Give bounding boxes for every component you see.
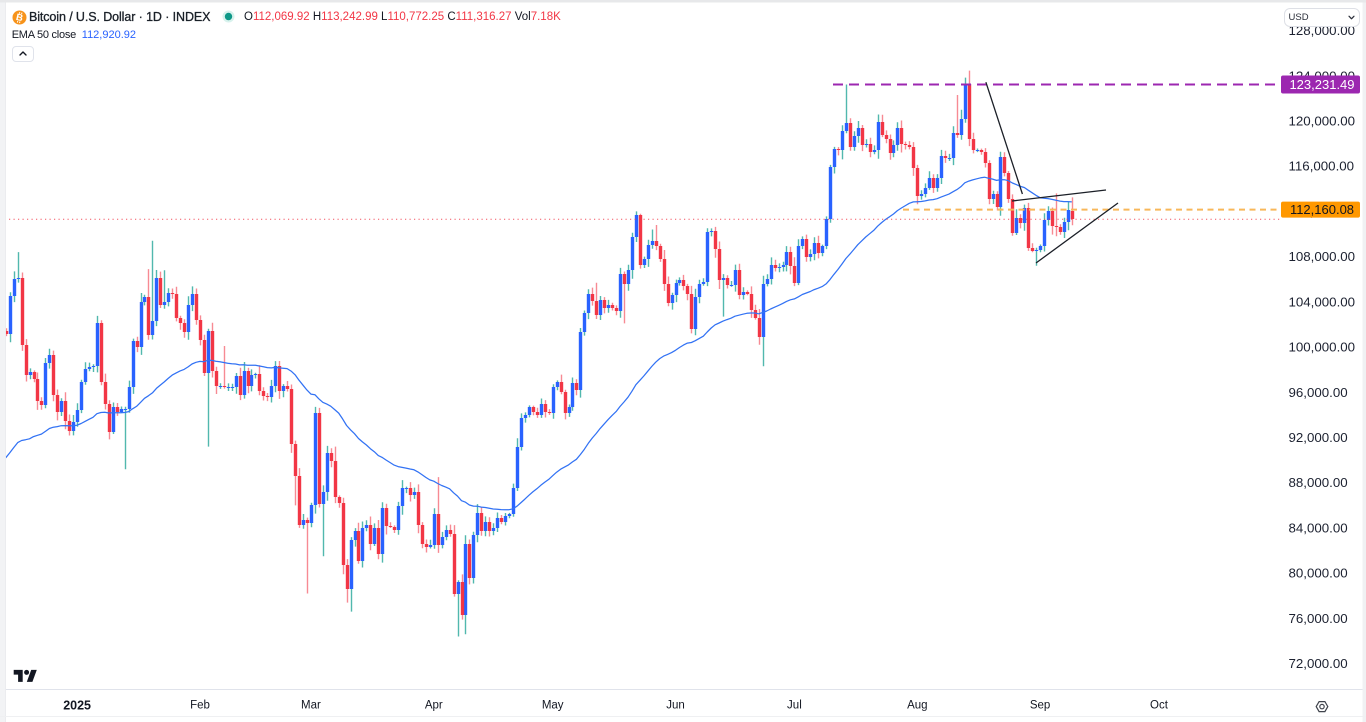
svg-text:88,000.00: 88,000.00 — [1289, 475, 1348, 490]
svg-text:76,000.00: 76,000.00 — [1289, 611, 1348, 626]
svg-text:2025: 2025 — [63, 699, 91, 713]
svg-text:120,000.00: 120,000.00 — [1289, 114, 1356, 129]
svg-text:Sep: Sep — [1030, 700, 1050, 712]
svg-text:B: B — [14, 11, 23, 23]
svg-text:Aug: Aug — [907, 700, 927, 712]
svg-text:108,000.00: 108,000.00 — [1289, 249, 1356, 264]
svg-text:May: May — [542, 700, 564, 712]
svg-text:100,000.00: 100,000.00 — [1289, 340, 1356, 355]
svg-text:116,000.00: 116,000.00 — [1289, 159, 1355, 174]
svg-text:Jul: Jul — [787, 700, 802, 712]
svg-text:Feb: Feb — [190, 700, 210, 712]
svg-text:Apr: Apr — [425, 700, 443, 712]
svg-text:Jun: Jun — [666, 700, 685, 712]
svg-text:104,000.00: 104,000.00 — [1289, 294, 1356, 309]
svg-text:112,160.08: 112,160.08 — [1290, 202, 1354, 217]
svg-text:96,000.00: 96,000.00 — [1289, 385, 1348, 400]
svg-text:84,000.00: 84,000.00 — [1289, 521, 1348, 536]
svg-text:Mar: Mar — [301, 700, 321, 712]
svg-text:123,231.49: 123,231.49 — [1289, 77, 1354, 92]
svg-text:92,000.00: 92,000.00 — [1289, 430, 1348, 445]
svg-text:72,000.00: 72,000.00 — [1289, 656, 1348, 671]
svg-text:80,000.00: 80,000.00 — [1289, 566, 1348, 581]
svg-text:Oct: Oct — [1150, 700, 1169, 712]
